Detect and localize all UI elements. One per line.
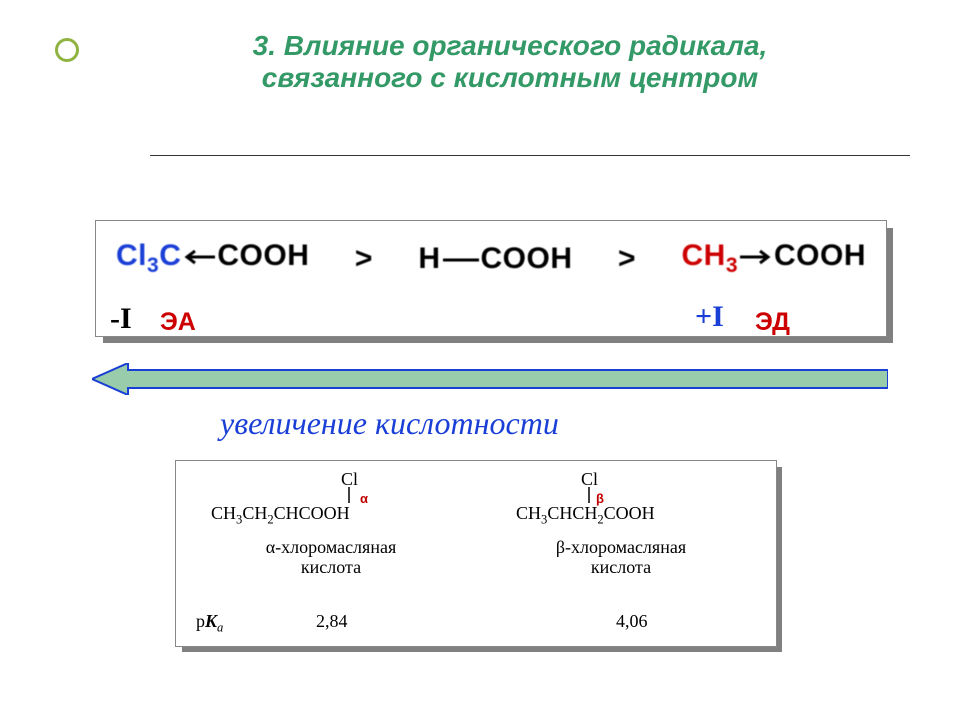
name-alpha-1: α-хлоромасляная xyxy=(226,537,436,558)
formula-alpha: CH3CH2CHCOOH xyxy=(211,503,350,528)
name-beta-1: β-хлоромасляная xyxy=(511,537,731,558)
title-line2: связанного с кислотным центром xyxy=(160,62,860,94)
ed-label: ЭД xyxy=(755,308,790,337)
h-text: H xyxy=(418,242,440,275)
slide-title: 3. Влияние органического радикала, связа… xyxy=(160,30,860,94)
pka-alpha: 2,84 xyxy=(316,611,348,632)
cl3c-group: Cl3C COOH xyxy=(116,239,309,278)
cooh1: COOH xyxy=(217,239,309,272)
panel2: Cl α CH3CH2CHCOOH α-хлоромасляная кислот… xyxy=(175,460,777,647)
bond-line-icon xyxy=(441,251,481,269)
pka-beta: 4,06 xyxy=(616,611,648,632)
minus-i-label: -I xyxy=(110,302,132,336)
cooh2: COOH xyxy=(481,242,573,275)
plus-i-label: +I xyxy=(695,300,724,334)
hcooh-group: H COOH xyxy=(418,242,572,276)
formula-beta: CH3CHCH2COOH xyxy=(516,503,655,528)
gt2: > xyxy=(618,242,636,276)
arrow-left-large-icon xyxy=(92,363,888,395)
name-beta-2: кислота xyxy=(511,557,731,578)
arrow-left-icon xyxy=(181,248,217,266)
ea-label: ЭА xyxy=(160,308,196,337)
cl3c-text: Cl3C xyxy=(116,239,181,272)
divider-line xyxy=(150,155,910,156)
gt1: > xyxy=(355,242,373,276)
chem-row: Cl3C COOH > H COOH > CH3 COOH xyxy=(116,239,866,278)
cooh3: COOH xyxy=(774,239,866,272)
ch3-text: CH3 xyxy=(681,239,738,272)
increase-label: увеличение кислотности xyxy=(220,405,559,442)
ch3-group: CH3 COOH xyxy=(681,239,866,278)
alpha-greek: α xyxy=(360,491,368,506)
name-alpha-2: кислота xyxy=(226,557,436,578)
pka-label: pKa xyxy=(196,611,223,636)
title-bullet xyxy=(55,38,79,62)
title-line1: 3. Влияние органического радикала, xyxy=(160,30,860,62)
acidity-arrow xyxy=(92,363,888,395)
arrow-right-icon xyxy=(738,248,774,266)
